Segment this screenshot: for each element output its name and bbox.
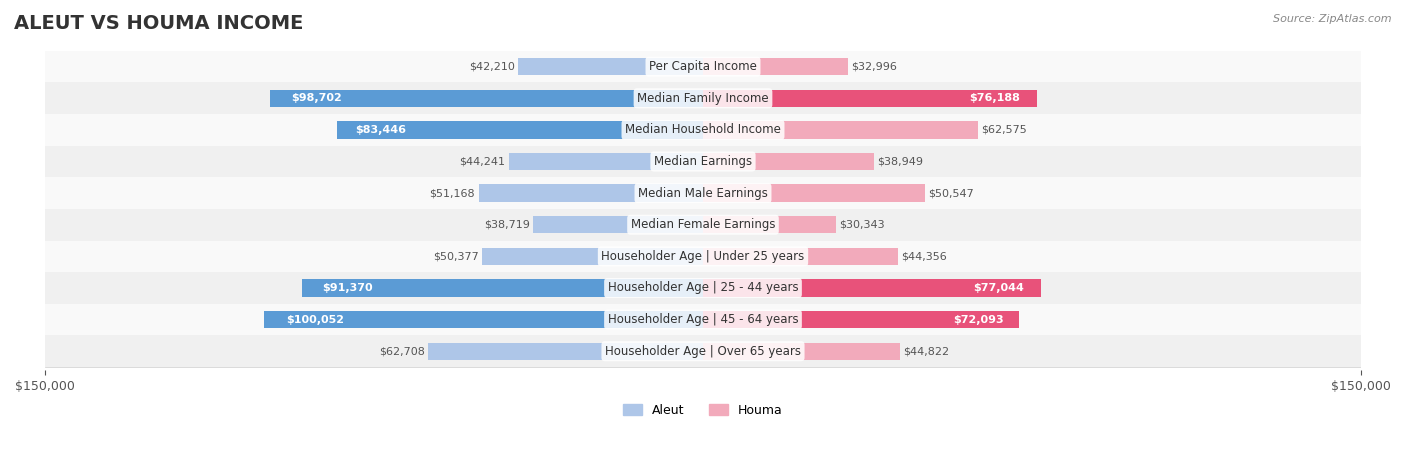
Text: $44,822: $44,822 bbox=[903, 346, 949, 356]
Text: $30,343: $30,343 bbox=[839, 220, 884, 230]
Text: ALEUT VS HOUMA INCOME: ALEUT VS HOUMA INCOME bbox=[14, 14, 304, 33]
Text: Median Family Income: Median Family Income bbox=[637, 92, 769, 105]
Text: $50,377: $50,377 bbox=[433, 251, 478, 262]
Bar bbox=[45, 335, 1361, 367]
Bar bbox=[703, 248, 897, 265]
Text: Median Earnings: Median Earnings bbox=[654, 155, 752, 168]
Bar bbox=[302, 279, 703, 297]
Text: $42,210: $42,210 bbox=[468, 62, 515, 71]
Bar bbox=[45, 272, 1361, 304]
Bar bbox=[45, 146, 1361, 177]
Text: $51,168: $51,168 bbox=[430, 188, 475, 198]
Bar bbox=[478, 184, 703, 202]
Text: $91,370: $91,370 bbox=[322, 283, 373, 293]
Bar bbox=[517, 58, 703, 75]
Text: Median Household Income: Median Household Income bbox=[626, 123, 780, 136]
Text: Householder Age | Under 25 years: Householder Age | Under 25 years bbox=[602, 250, 804, 263]
Text: $44,356: $44,356 bbox=[901, 251, 946, 262]
Bar bbox=[45, 83, 1361, 114]
Bar bbox=[703, 279, 1040, 297]
Bar bbox=[703, 153, 875, 170]
Text: $77,044: $77,044 bbox=[973, 283, 1024, 293]
Text: Householder Age | Over 65 years: Householder Age | Over 65 years bbox=[605, 345, 801, 358]
Legend: Aleut, Houma: Aleut, Houma bbox=[619, 399, 787, 422]
Text: $72,093: $72,093 bbox=[953, 315, 1004, 325]
Text: $76,188: $76,188 bbox=[970, 93, 1021, 103]
Bar bbox=[703, 216, 837, 234]
Text: $100,052: $100,052 bbox=[285, 315, 344, 325]
Text: $38,719: $38,719 bbox=[484, 220, 530, 230]
Text: Householder Age | 25 - 44 years: Householder Age | 25 - 44 years bbox=[607, 282, 799, 295]
Text: Per Capita Income: Per Capita Income bbox=[650, 60, 756, 73]
Text: Source: ZipAtlas.com: Source: ZipAtlas.com bbox=[1274, 14, 1392, 24]
Text: $50,547: $50,547 bbox=[928, 188, 974, 198]
Bar bbox=[264, 311, 703, 328]
Bar bbox=[45, 209, 1361, 241]
Bar bbox=[703, 58, 848, 75]
Bar bbox=[270, 90, 703, 107]
Bar bbox=[45, 177, 1361, 209]
Text: $44,241: $44,241 bbox=[460, 156, 506, 167]
Bar bbox=[509, 153, 703, 170]
Bar bbox=[703, 184, 925, 202]
Text: $62,708: $62,708 bbox=[378, 346, 425, 356]
Bar bbox=[45, 51, 1361, 83]
Text: $62,575: $62,575 bbox=[981, 125, 1026, 135]
Text: $83,446: $83,446 bbox=[356, 125, 406, 135]
Bar bbox=[703, 311, 1019, 328]
Bar bbox=[337, 121, 703, 139]
Bar bbox=[482, 248, 703, 265]
Text: Median Female Earnings: Median Female Earnings bbox=[631, 218, 775, 231]
Text: $98,702: $98,702 bbox=[291, 93, 343, 103]
Bar bbox=[45, 114, 1361, 146]
Bar bbox=[45, 304, 1361, 335]
Text: $38,949: $38,949 bbox=[877, 156, 924, 167]
Bar bbox=[703, 121, 977, 139]
Bar bbox=[427, 342, 703, 360]
Bar bbox=[533, 216, 703, 234]
Bar bbox=[45, 241, 1361, 272]
Bar bbox=[703, 342, 900, 360]
Text: Median Male Earnings: Median Male Earnings bbox=[638, 187, 768, 199]
Bar bbox=[703, 90, 1038, 107]
Text: $32,996: $32,996 bbox=[851, 62, 897, 71]
Text: Householder Age | 45 - 64 years: Householder Age | 45 - 64 years bbox=[607, 313, 799, 326]
